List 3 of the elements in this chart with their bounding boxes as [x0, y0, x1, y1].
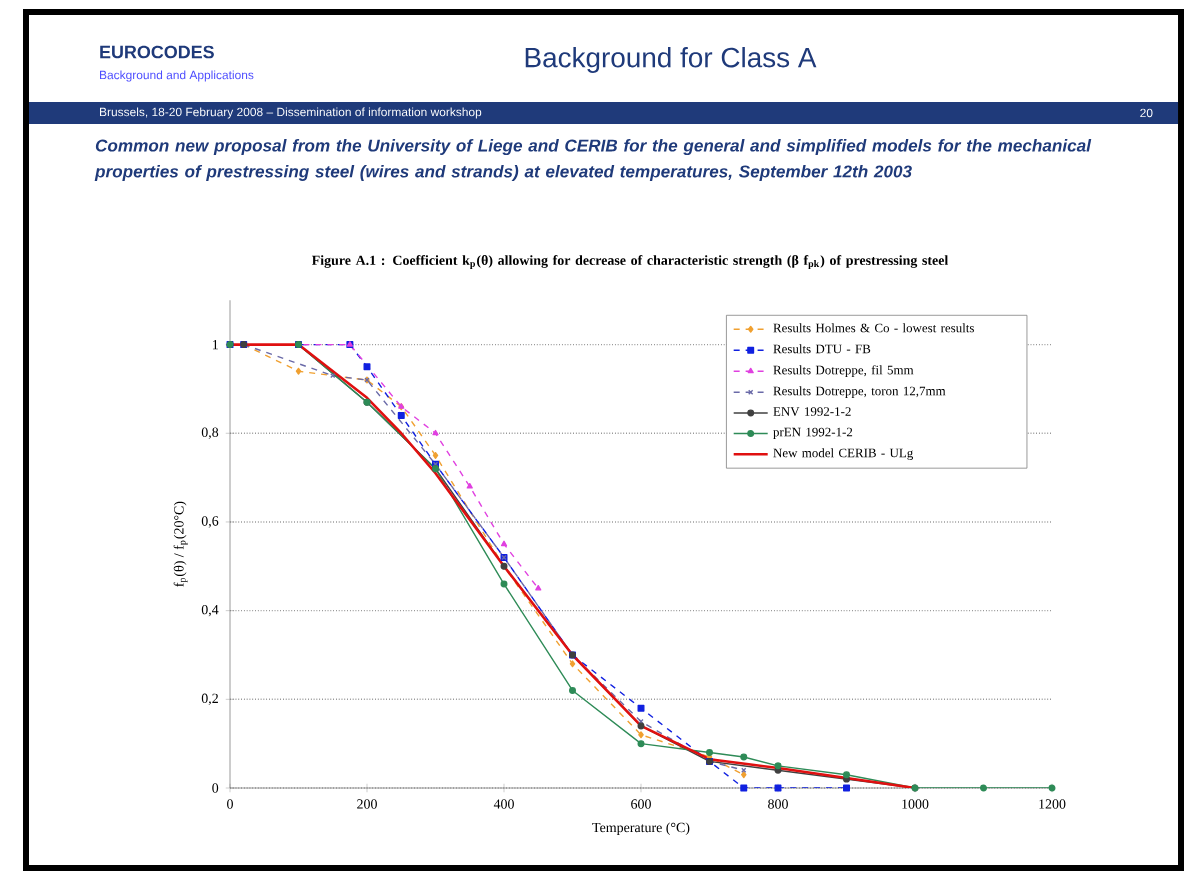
chart-title: Background for Class A [525, 47, 817, 74]
text: EUROCODES [100, 46, 214, 59]
chart-subtitle: Common new proposal from the University of Liege and CERIB for the general and simplified models for the mechanical properties of prestressing steel (wires and strands) at elevated temperatures, September 12th 2003 [94, 139, 1092, 182]
